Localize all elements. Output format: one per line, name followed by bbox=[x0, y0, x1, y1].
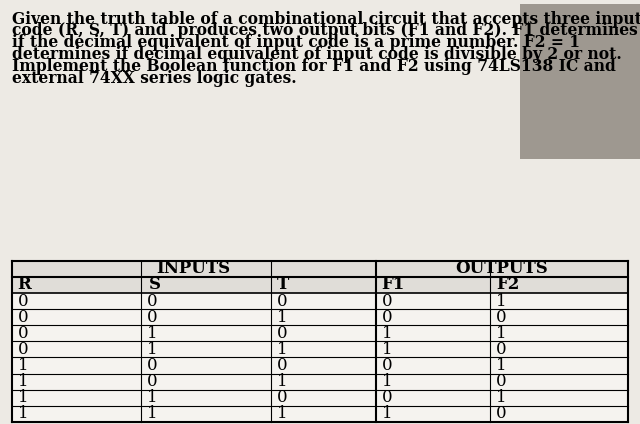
Text: 1: 1 bbox=[277, 341, 287, 358]
Text: 1: 1 bbox=[147, 389, 158, 406]
Text: 0: 0 bbox=[18, 341, 28, 358]
Text: 1: 1 bbox=[381, 405, 392, 422]
Text: 1: 1 bbox=[147, 325, 158, 342]
Text: 1: 1 bbox=[381, 325, 392, 342]
Text: 0: 0 bbox=[18, 325, 28, 342]
Text: 1: 1 bbox=[18, 357, 28, 374]
Text: if the decimal equivalent of input code is a prime number. F2 = 1: if the decimal equivalent of input code … bbox=[12, 34, 580, 51]
Text: 1: 1 bbox=[277, 309, 287, 326]
Text: 0: 0 bbox=[147, 293, 158, 310]
Text: 0: 0 bbox=[277, 293, 287, 310]
Text: S: S bbox=[148, 276, 161, 293]
Text: 0: 0 bbox=[381, 309, 392, 326]
Text: 0: 0 bbox=[18, 309, 28, 326]
Text: 1: 1 bbox=[496, 293, 506, 310]
Text: code (R, S, T) and  produces two output bits (F1 and F2). F1 determines: code (R, S, T) and produces two output b… bbox=[12, 22, 637, 39]
Text: 0: 0 bbox=[277, 325, 287, 342]
Text: F1: F1 bbox=[381, 276, 405, 293]
Text: 0: 0 bbox=[277, 357, 287, 374]
Text: 1: 1 bbox=[18, 405, 28, 422]
Text: 1: 1 bbox=[381, 341, 392, 358]
Text: 1: 1 bbox=[381, 373, 392, 390]
Text: 0: 0 bbox=[147, 357, 158, 374]
Text: 0: 0 bbox=[381, 357, 392, 374]
Text: INPUTS: INPUTS bbox=[156, 260, 230, 277]
Bar bbox=[520, 4, 640, 159]
Text: external 74XX series logic gates.: external 74XX series logic gates. bbox=[12, 70, 296, 87]
Text: 0: 0 bbox=[18, 293, 28, 310]
Text: 0: 0 bbox=[496, 309, 506, 326]
Text: OUTPUTS: OUTPUTS bbox=[456, 260, 548, 277]
Text: 0: 0 bbox=[496, 341, 506, 358]
Text: 1: 1 bbox=[18, 389, 28, 406]
Text: determines if decimal equivalent of input code is divisible by 2 or not.: determines if decimal equivalent of inpu… bbox=[12, 46, 621, 63]
Text: 1: 1 bbox=[18, 373, 28, 390]
Text: 0: 0 bbox=[496, 373, 506, 390]
Text: 1: 1 bbox=[496, 325, 506, 342]
Text: 1: 1 bbox=[277, 405, 287, 422]
Text: F2: F2 bbox=[496, 276, 519, 293]
Text: 1: 1 bbox=[496, 357, 506, 374]
Text: 1: 1 bbox=[147, 341, 158, 358]
Text: 0: 0 bbox=[277, 389, 287, 406]
Text: 1: 1 bbox=[496, 389, 506, 406]
Text: Implement the Boolean function for F1 and F2 using 74LS138 IC and: Implement the Boolean function for F1 an… bbox=[12, 58, 616, 75]
Text: 1: 1 bbox=[277, 373, 287, 390]
Text: 0: 0 bbox=[381, 389, 392, 406]
Text: 0: 0 bbox=[381, 293, 392, 310]
Bar bbox=[12, 277, 628, 293]
Text: 0: 0 bbox=[147, 309, 158, 326]
Bar bbox=[12, 261, 628, 422]
Text: R: R bbox=[18, 276, 31, 293]
Text: 0: 0 bbox=[496, 405, 506, 422]
Text: Given the truth table of a combinational circuit that accepts three input: Given the truth table of a combinational… bbox=[12, 11, 640, 28]
Text: 0: 0 bbox=[147, 373, 158, 390]
Bar bbox=[12, 261, 628, 277]
Text: 1: 1 bbox=[147, 405, 158, 422]
Text: T: T bbox=[277, 276, 289, 293]
